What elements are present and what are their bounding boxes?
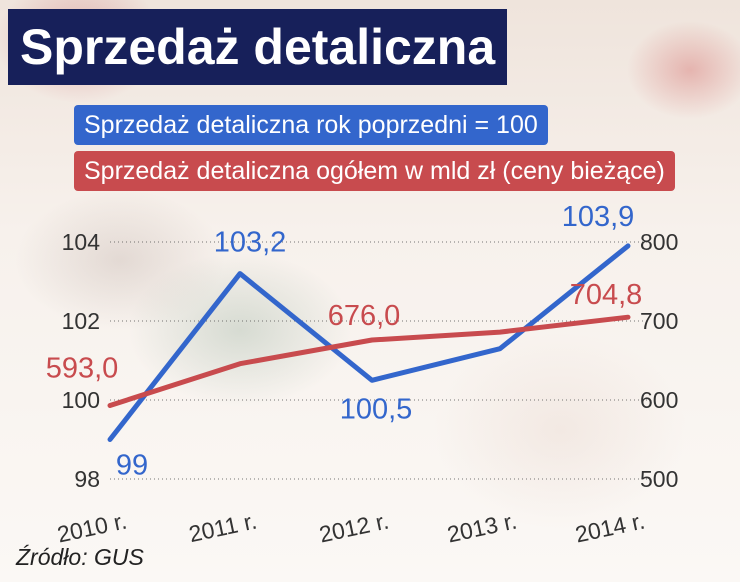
right-tick-800: 800 <box>640 229 678 255</box>
x-tick-3: 2013 r. <box>445 507 519 547</box>
right-tick-600: 600 <box>640 387 678 413</box>
x-tick-1: 2011 r. <box>186 507 259 547</box>
right-tick-500: 500 <box>640 466 678 492</box>
left-tick-102: 102 <box>62 308 100 334</box>
data-label-s0-1: 103,2 <box>214 227 287 259</box>
data-label-s1-0: 593,0 <box>46 353 119 385</box>
legend-series-value: Sprzedaż detaliczna ogółem w mld zł (cen… <box>74 151 675 191</box>
data-label-s0-0: 99 <box>116 450 148 482</box>
legend-series-index: Sprzedaż detaliczna rok poprzedni = 100 <box>74 105 548 145</box>
right-tick-700: 700 <box>640 308 678 334</box>
source-note: Źródło: GUS <box>16 544 144 570</box>
data-label-s1-2: 676,0 <box>328 300 401 332</box>
series-line-1 <box>107 314 631 408</box>
left-tick-100: 100 <box>62 387 100 413</box>
data-label-s0-2: 100,5 <box>340 393 413 425</box>
data-label-s1-4: 704,8 <box>570 279 643 311</box>
x-tick-2: 2012 r. <box>317 507 391 547</box>
left-tick-104: 104 <box>62 229 101 255</box>
page-title: Sprzedaż detaliczna <box>8 9 508 85</box>
x-tick-0: 2010 r. <box>55 507 129 547</box>
left-tick-98: 98 <box>74 466 100 492</box>
x-tick-4: 2014 r. <box>573 507 647 547</box>
series-line-0 <box>107 243 631 442</box>
data-label-s0-4: 103,9 <box>562 201 635 233</box>
